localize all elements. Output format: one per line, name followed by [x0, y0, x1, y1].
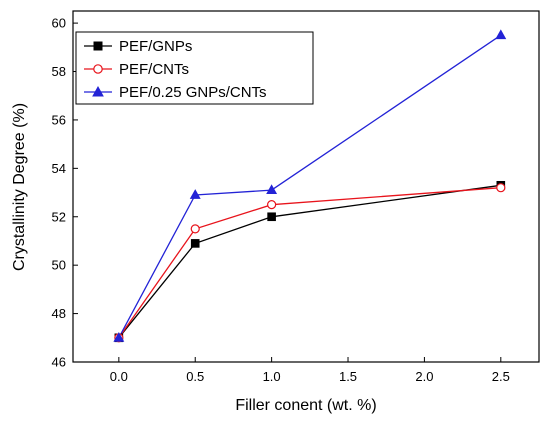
y-tick-label: 54	[52, 161, 66, 176]
x-tick-label: 2.0	[415, 369, 433, 384]
data-point-s2-3	[267, 200, 277, 210]
data-point-s3-1	[113, 331, 125, 342]
y-tick-label: 48	[52, 306, 66, 321]
data-point-s3-3	[266, 184, 278, 195]
plot-frame	[72, 10, 540, 363]
x-axis-title: Filler conent (wt. %)	[235, 397, 376, 414]
y-tick-label: 58	[52, 64, 66, 79]
data-point-s3-4	[495, 29, 507, 40]
legend-label-3: PEF/0.25 GNPs/CNTs	[119, 84, 267, 101]
data-point-s1-3	[267, 212, 276, 222]
y-axis-title: Crystallinity Degree (%)	[11, 103, 28, 271]
x-tick-label: 1.0	[263, 369, 281, 384]
data-point-s2-4	[496, 183, 506, 193]
y-tick-label: 52	[52, 209, 66, 224]
data-point-s3-2	[189, 189, 201, 199]
x-tick-label: 0.5	[186, 369, 204, 384]
legend-entry-1: PEF/GNPs	[84, 38, 192, 55]
plot-marks	[113, 29, 507, 343]
x-tick-label: 1.5	[339, 369, 357, 384]
data-point-s2-2	[190, 224, 200, 234]
y-tick-label: 46	[52, 355, 66, 370]
y-tick-label: 50	[52, 258, 66, 273]
axis-ticks: 0.0 0.5 1.0 1.5 2.0 2.5 46 48 50 52 54 56 58 60	[52, 16, 510, 384]
legend: PEF/GNPs PEF/CNTs PEF/0.25 GNPs/CNTs	[75, 31, 314, 105]
y-tick-label: 56	[52, 112, 66, 127]
data-point-s1-2	[190, 239, 200, 248]
legend-label-2: PEF/CNTs	[119, 61, 189, 78]
legend-marker-1	[93, 41, 103, 51]
series-line-2	[118, 187, 501, 339]
legend-label-1: PEF/GNPs	[119, 38, 192, 55]
x-tick-label: 0.0	[110, 369, 128, 384]
x-tick-label: 2.5	[492, 369, 510, 384]
series-line-3	[118, 34, 502, 339]
y-tick-label: 60	[52, 16, 66, 31]
legend-box	[75, 31, 314, 105]
legend-entry-2: PEF/CNTs	[84, 61, 189, 78]
legend-entry-3: PEF/0.25 GNPs/CNTs	[84, 84, 267, 101]
legend-marker-3	[92, 85, 104, 97]
legend-marker-2	[93, 64, 103, 74]
series-line-1	[118, 184, 501, 339]
